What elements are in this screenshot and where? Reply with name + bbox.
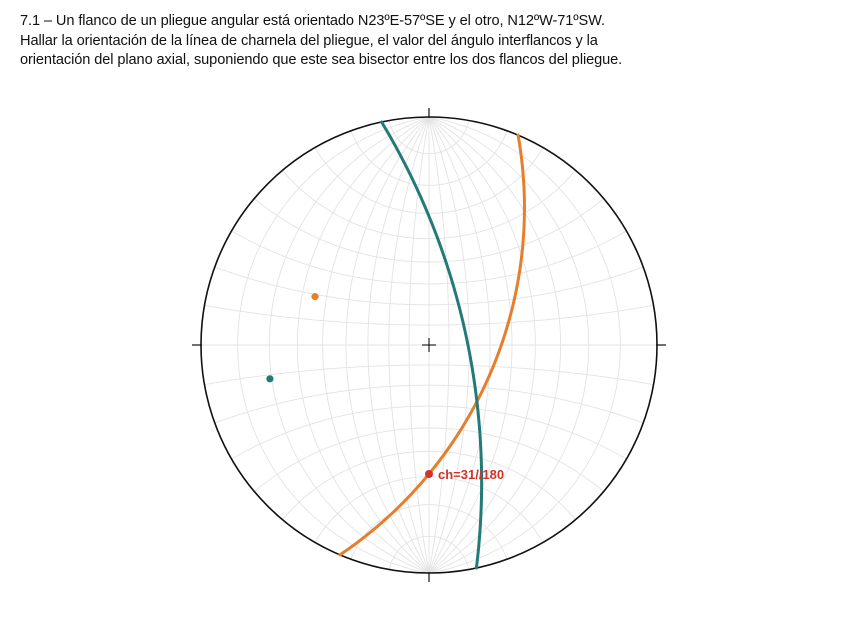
grid-small-circle bbox=[428, 266, 644, 306]
grid-small-circle bbox=[429, 147, 544, 214]
plane-poles bbox=[266, 293, 319, 383]
plane-great-circles bbox=[338, 120, 526, 570]
grid-small-circle bbox=[429, 427, 604, 492]
grid-small-circle bbox=[314, 476, 429, 543]
problem-line-1: 7.1 – Un flanco de un pliegue angular es… bbox=[20, 13, 605, 29]
problem-line-2: Hallar la orientación de la línea de cha… bbox=[20, 32, 598, 49]
problem-statement: 7.1 – Un flanco de un pliegue angular es… bbox=[20, 12, 830, 71]
grid-small-circle bbox=[254, 198, 429, 263]
grid-small-circle bbox=[429, 170, 576, 240]
grid-small-circle bbox=[231, 230, 430, 285]
cardinal-ticks bbox=[192, 108, 666, 582]
grid-small-circle bbox=[204, 364, 429, 386]
grid-small-circle bbox=[254, 427, 429, 492]
problem-line-3: orientación del plano axial, suponiendo … bbox=[20, 52, 623, 68]
grid-small-circle bbox=[388, 120, 430, 155]
grid-small-circle bbox=[429, 304, 654, 326]
grid-small-circle bbox=[282, 450, 429, 520]
grid-small-circle bbox=[428, 120, 470, 155]
grid-small-circle bbox=[214, 384, 430, 424]
grid-small-circle bbox=[282, 170, 429, 240]
grid-small-circle bbox=[429, 198, 604, 263]
pole-flank-2 bbox=[266, 375, 274, 383]
grid-small-circle bbox=[314, 147, 429, 214]
pole-flank-1 bbox=[311, 293, 319, 301]
grid-small-circle bbox=[429, 504, 508, 560]
hinge-point: ch=31//180 bbox=[425, 467, 504, 482]
hinge-label: ch=31//180 bbox=[438, 467, 504, 482]
grid-small-circle bbox=[388, 535, 430, 570]
grid-small-circle bbox=[429, 130, 508, 186]
grid-small-circle bbox=[429, 450, 576, 520]
great-circle-flank-2 bbox=[380, 120, 484, 570]
grid-small-circle bbox=[231, 405, 430, 460]
grid-small-circle bbox=[428, 384, 644, 424]
grid-small-circle bbox=[429, 364, 654, 386]
grid-small-circle bbox=[428, 405, 627, 460]
grid-small-circle bbox=[428, 535, 470, 570]
grid-small-circle bbox=[428, 230, 627, 285]
grid-small-circle bbox=[429, 476, 544, 543]
hinge-dot bbox=[425, 469, 433, 478]
great-circle-flank-1 bbox=[338, 133, 526, 557]
center-cross bbox=[422, 338, 436, 352]
grid-small-circle bbox=[204, 304, 429, 326]
grid-small-circle bbox=[214, 266, 430, 306]
